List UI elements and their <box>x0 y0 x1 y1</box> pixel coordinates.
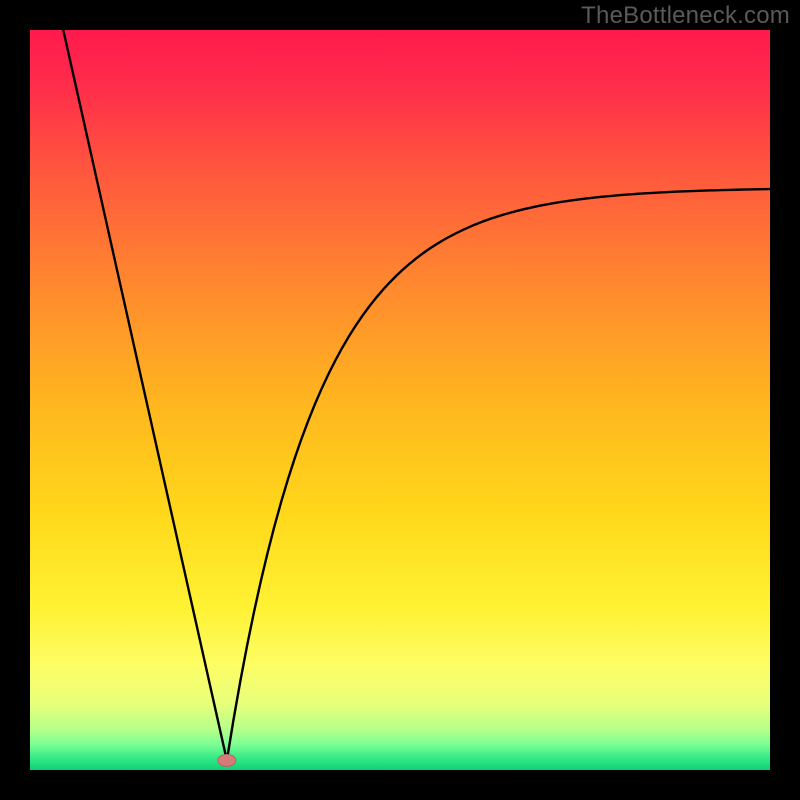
chart-stage: TheBottleneck.com <box>0 0 800 800</box>
curve-min-marker <box>218 754 236 766</box>
chart-svg <box>0 0 800 800</box>
plot-background <box>30 30 770 770</box>
watermark-text: TheBottleneck.com <box>581 2 790 30</box>
